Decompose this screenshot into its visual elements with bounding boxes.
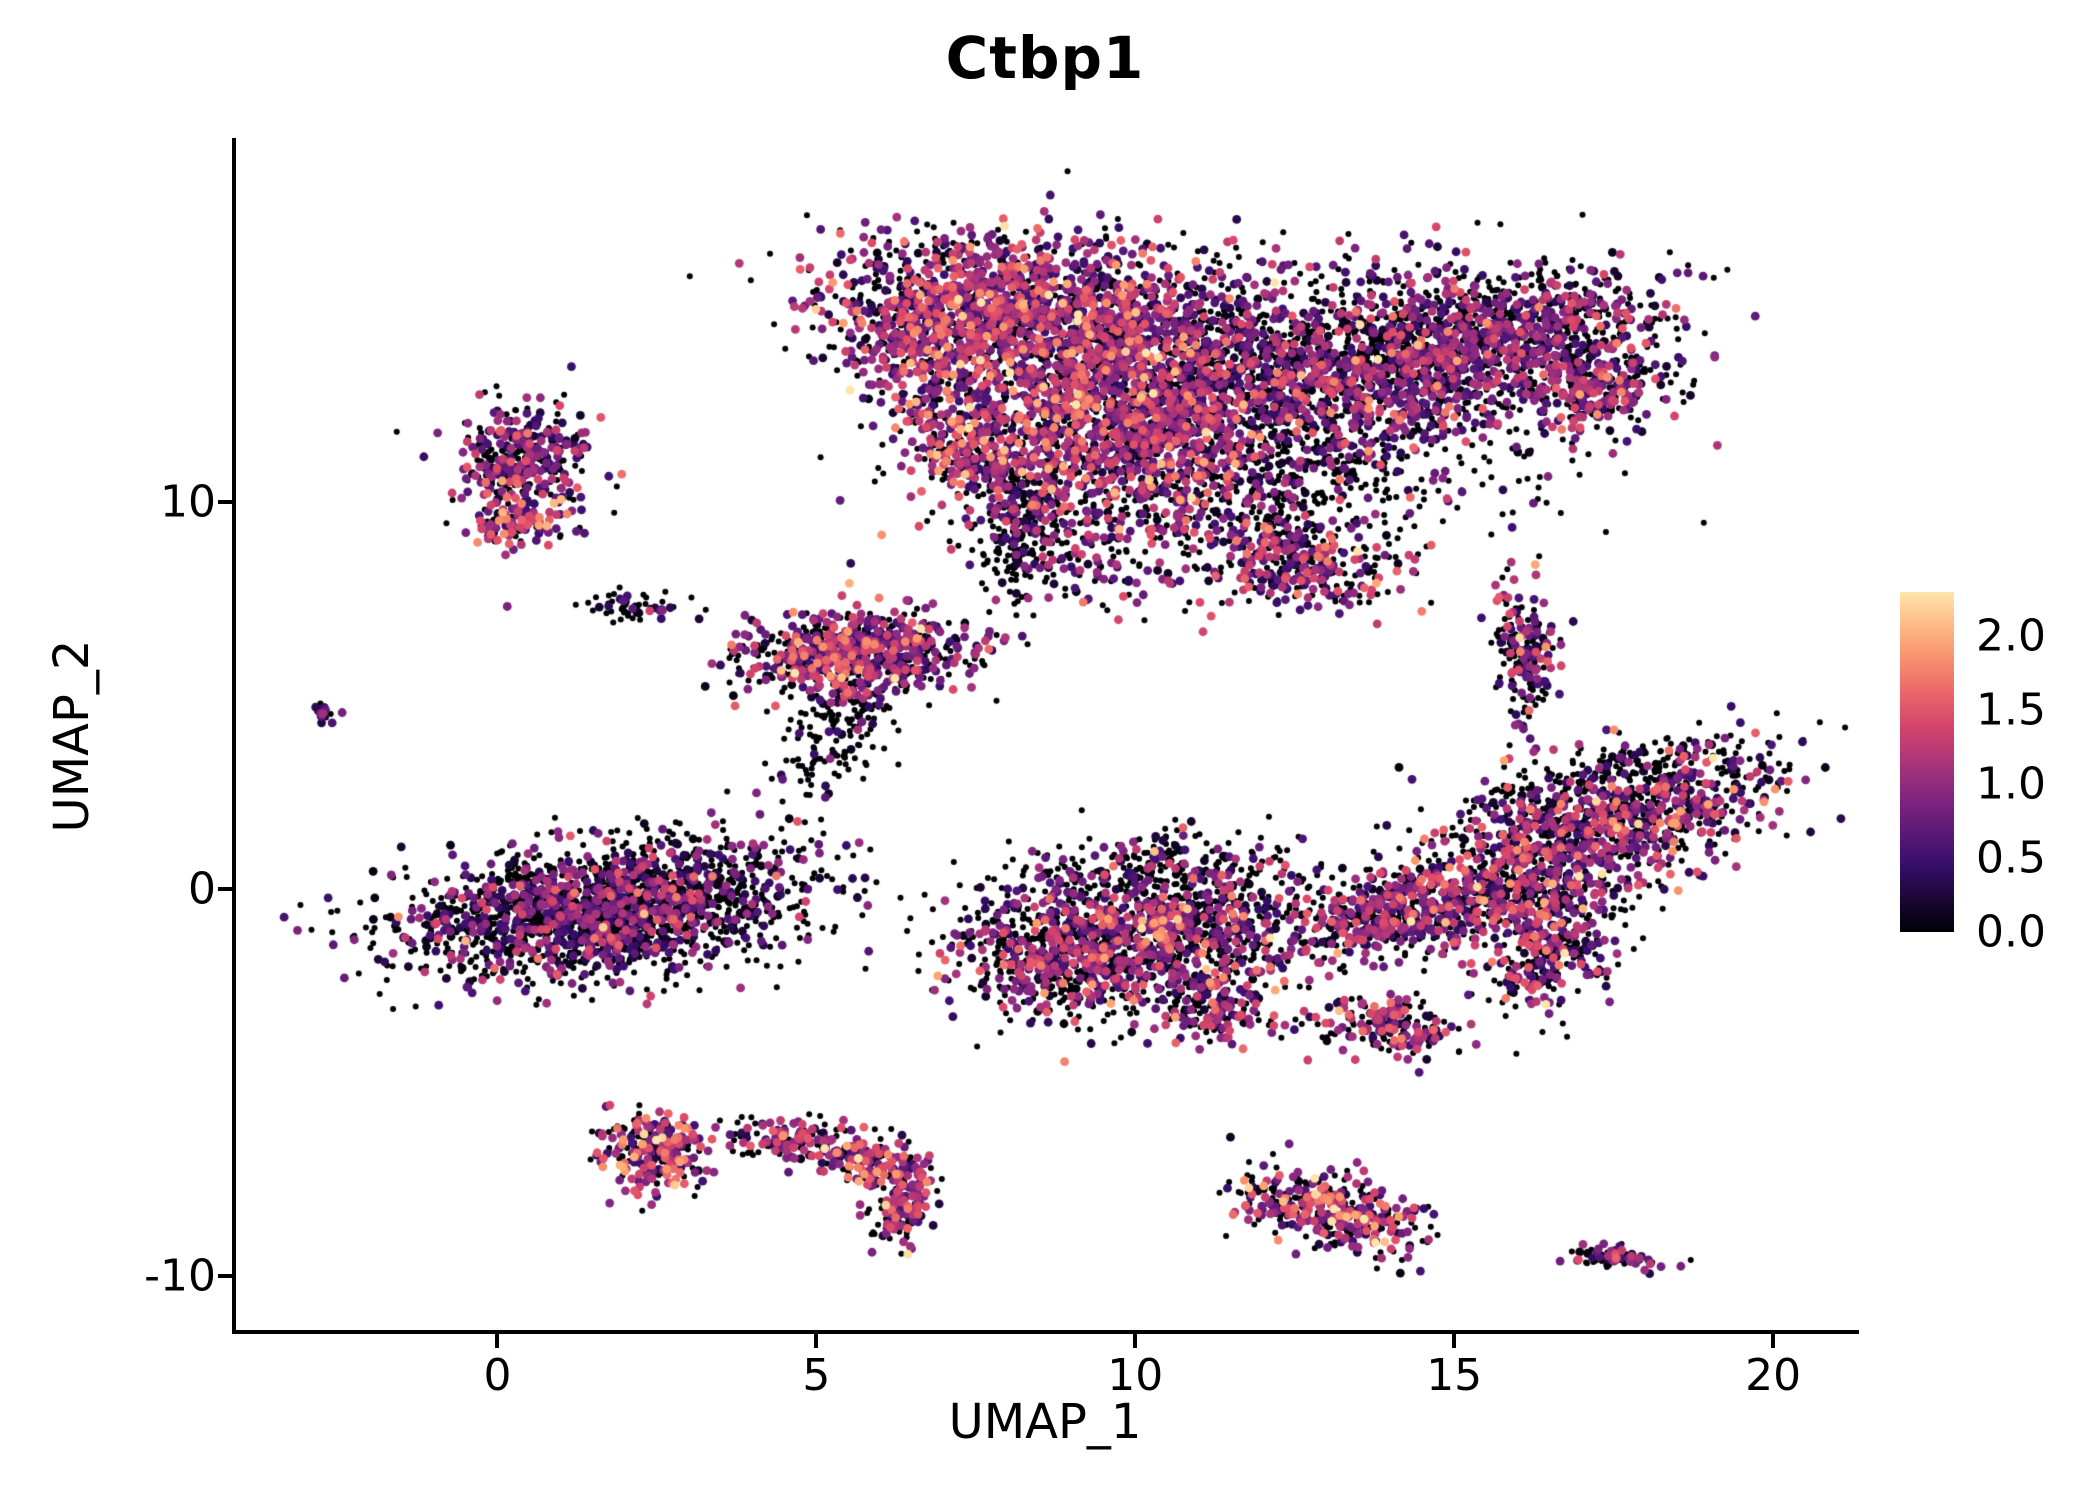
x-tick-label: 0 [483,1350,512,1401]
y-axis-label: UMAP_2 [44,639,100,833]
x-tick-mark [495,1334,500,1348]
x-tick-label: 10 [1107,1350,1164,1401]
y-tick-label: -10 [144,1250,216,1302]
y-tick-label: 10 [160,476,216,528]
x-tick-mark [814,1334,819,1348]
x-tick-label: 15 [1426,1350,1483,1401]
colorbar-gradient [1900,592,1954,932]
y-tick-mark [218,886,232,891]
colorbar-tick-label: 0.5 [1976,832,2046,884]
colorbar-tick-label: 2.0 [1976,610,2046,662]
y-tick-label: 0 [188,863,216,915]
x-tick-label: 5 [802,1350,831,1401]
x-tick-label: 20 [1745,1350,1802,1401]
colorbar-tick-label: 1.5 [1976,684,2046,736]
x-tick-mark [1771,1334,1776,1348]
y-axis-line [232,138,236,1334]
colorbar-tick-label: 1.0 [1976,758,2046,810]
x-tick-mark [1452,1334,1457,1348]
x-axis-label: UMAP_1 [948,1394,1142,1450]
x-tick-mark [1133,1334,1138,1348]
y-tick-mark [218,1273,232,1278]
colorbar-tick-label: 0.0 [1976,906,2046,958]
y-tick-mark [218,499,232,504]
plot-title: Ctbp1 [945,24,1145,92]
x-axis-line [232,1330,1859,1334]
